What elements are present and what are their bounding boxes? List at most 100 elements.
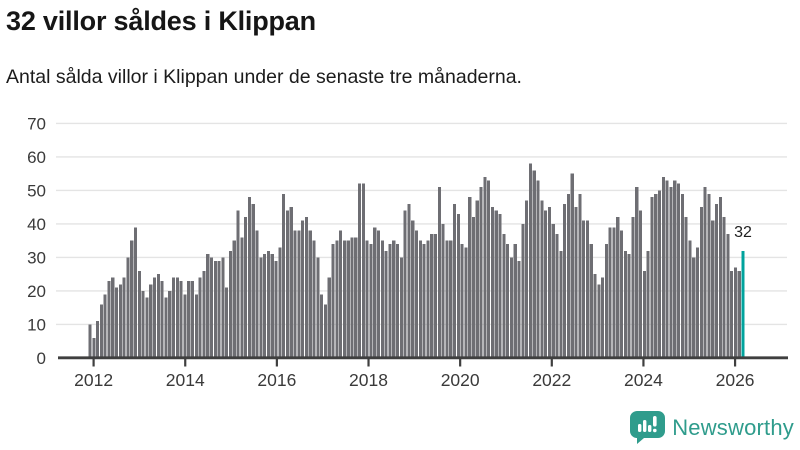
bar-month	[726, 234, 730, 358]
bar-month	[278, 247, 282, 358]
bar-month	[597, 284, 601, 358]
bar-month	[433, 234, 438, 358]
bar-month	[733, 267, 738, 358]
bar-month	[714, 203, 719, 358]
x-tick-label: 2012	[74, 370, 113, 390]
bar-month	[544, 210, 548, 358]
bar-month	[358, 183, 362, 358]
bar-month	[255, 230, 259, 358]
bar-month	[312, 240, 316, 358]
bar-month	[399, 257, 403, 358]
bar-month	[620, 230, 624, 358]
bar-month	[563, 203, 567, 358]
bar-month	[361, 183, 365, 358]
newsworthy-wordmark: Newsworthy	[672, 414, 794, 440]
bar-month	[88, 324, 92, 358]
bar-month	[297, 230, 301, 358]
y-tick-label: 20	[27, 282, 46, 301]
bar-month	[566, 193, 570, 358]
bar-month	[589, 244, 593, 358]
bar-month	[635, 187, 639, 358]
bar-month	[551, 223, 555, 358]
bar-month	[126, 257, 130, 358]
bar-month	[688, 240, 692, 358]
bar-month	[570, 173, 574, 358]
bar-month	[498, 213, 502, 358]
bar-month	[388, 244, 392, 358]
bar-month	[392, 240, 396, 358]
bar-month	[555, 234, 559, 358]
bar-month	[377, 230, 381, 358]
bar-month	[236, 210, 240, 358]
bar-month	[137, 270, 141, 358]
bar-month	[350, 237, 354, 358]
bar-month	[407, 203, 411, 358]
bar-month	[335, 240, 339, 358]
bar-month	[202, 270, 206, 358]
bar-month	[115, 287, 119, 358]
bar-month	[593, 274, 597, 358]
bar-month	[320, 294, 324, 358]
bar-month	[673, 180, 677, 358]
bar-month	[506, 244, 510, 358]
bar-month	[111, 277, 115, 358]
bar-month	[304, 217, 308, 358]
bar-month	[490, 207, 495, 358]
bar-month	[699, 207, 703, 358]
bar-month	[639, 210, 643, 358]
bar-month	[422, 244, 426, 358]
bar-month	[711, 220, 715, 358]
bar-month	[475, 200, 479, 358]
bar-month	[661, 177, 665, 358]
bar-month	[426, 240, 430, 358]
newsworthy-logo-icon	[630, 411, 666, 444]
bar-month	[646, 250, 650, 358]
bar-month	[198, 277, 202, 358]
bar-month	[692, 257, 696, 358]
bar-month	[270, 254, 274, 358]
bar-month	[608, 227, 612, 358]
bar-month	[612, 227, 616, 358]
bar-month	[509, 257, 514, 358]
bar-month	[722, 217, 726, 358]
x-tick-label: 2020	[441, 370, 480, 390]
bar-month	[187, 280, 191, 358]
bar-month	[494, 210, 498, 358]
bar-month	[103, 294, 107, 358]
bar-month	[411, 220, 415, 358]
bar-month	[540, 200, 544, 358]
bar-month	[441, 223, 445, 358]
bar-month	[244, 217, 248, 358]
bar-month	[396, 244, 400, 358]
newsworthy-logo: Newsworthy	[630, 411, 794, 444]
bar-month	[232, 240, 236, 358]
bar-month	[369, 244, 373, 358]
bar-month	[221, 257, 225, 358]
bar-month	[293, 230, 297, 358]
bar-month	[380, 240, 384, 358]
bar-month	[414, 230, 419, 358]
bar-month	[160, 280, 164, 358]
bar-month	[183, 294, 187, 358]
bar-month	[331, 244, 335, 358]
bar-month	[521, 223, 525, 358]
y-tick-label: 0	[37, 349, 46, 368]
bar-month	[403, 210, 407, 358]
bar-month	[669, 187, 673, 358]
bar-month	[263, 254, 267, 358]
bar-month	[251, 203, 255, 358]
y-tick-label: 30	[27, 248, 46, 267]
last-value-label: 32	[734, 224, 752, 241]
x-tick-label: 2014	[166, 370, 205, 390]
bar-month	[373, 227, 377, 358]
bar-month	[585, 220, 589, 358]
y-tick-label: 60	[27, 148, 46, 167]
bar-month	[707, 193, 711, 358]
y-tick-label: 10	[27, 315, 46, 334]
x-tick-label: 2022	[532, 370, 571, 390]
y-tick-label: 40	[27, 215, 46, 234]
bar-month	[153, 277, 157, 358]
bar-month	[471, 217, 476, 358]
bar-month	[684, 217, 688, 358]
bar-month	[654, 193, 658, 358]
